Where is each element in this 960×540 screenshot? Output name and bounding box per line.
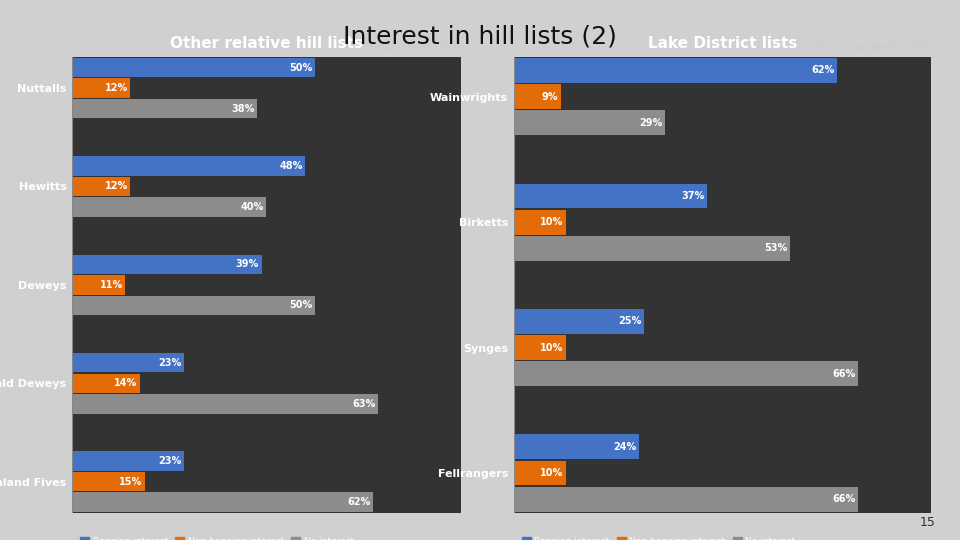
Bar xyxy=(72,275,126,295)
Bar xyxy=(72,472,145,491)
Text: 29%: 29% xyxy=(639,118,662,128)
Bar xyxy=(72,177,131,196)
Text: 12%: 12% xyxy=(105,181,128,192)
Bar xyxy=(72,99,256,118)
Bar xyxy=(514,58,837,83)
Bar xyxy=(514,309,644,334)
Text: 62%: 62% xyxy=(811,65,834,76)
Text: 14%: 14% xyxy=(114,378,137,388)
Text: 62%: 62% xyxy=(348,497,371,507)
Bar xyxy=(514,434,639,459)
Bar xyxy=(72,451,183,471)
Bar xyxy=(514,111,665,136)
Bar xyxy=(514,210,565,234)
Text: 53%: 53% xyxy=(764,244,787,253)
Legend: Bagging interest, Non-bagging interest, No interest: Bagging interest, Non-bagging interest, … xyxy=(77,534,357,540)
Bar xyxy=(72,492,373,512)
Text: 10%: 10% xyxy=(540,217,564,227)
Bar xyxy=(72,254,261,274)
Text: 63%: 63% xyxy=(352,399,375,409)
Bar xyxy=(514,84,561,109)
Bar xyxy=(72,353,183,373)
Text: % of respondents (319): % of respondents (319) xyxy=(816,42,931,52)
Title: Lake District lists: Lake District lists xyxy=(648,36,797,51)
Text: 12%: 12% xyxy=(105,83,128,93)
Bar xyxy=(514,236,790,261)
Title: Other relative hill lists: Other relative hill lists xyxy=(170,36,363,51)
Text: 48%: 48% xyxy=(279,161,302,171)
Text: 15%: 15% xyxy=(119,477,142,487)
Bar xyxy=(514,184,707,208)
Text: 23%: 23% xyxy=(158,357,181,368)
Bar xyxy=(72,156,305,176)
Text: 40%: 40% xyxy=(241,202,264,212)
Bar xyxy=(72,58,315,77)
Text: % of respondents (319): % of respondents (319) xyxy=(346,42,461,52)
Text: 50%: 50% xyxy=(289,300,313,310)
Text: 66%: 66% xyxy=(832,494,855,504)
Text: Interest in hill lists (2): Interest in hill lists (2) xyxy=(343,24,617,48)
Bar xyxy=(72,296,315,315)
Bar xyxy=(514,487,858,511)
Bar xyxy=(72,78,131,98)
Text: 15: 15 xyxy=(920,516,936,529)
Text: 25%: 25% xyxy=(618,316,641,326)
Bar xyxy=(72,394,378,414)
Text: 10%: 10% xyxy=(540,468,564,478)
Text: 38%: 38% xyxy=(230,104,254,113)
Text: 39%: 39% xyxy=(236,259,259,269)
Bar xyxy=(72,374,140,393)
Text: 50%: 50% xyxy=(289,63,313,72)
Text: 24%: 24% xyxy=(613,442,636,452)
Text: 66%: 66% xyxy=(832,369,855,379)
Text: 23%: 23% xyxy=(158,456,181,466)
Legend: Bagging interest, Non-bagging interest, No interest: Bagging interest, Non-bagging interest, … xyxy=(518,534,799,540)
Bar xyxy=(514,461,565,485)
Bar xyxy=(514,361,858,386)
Text: 9%: 9% xyxy=(541,92,558,102)
Text: 11%: 11% xyxy=(100,280,123,290)
Text: 10%: 10% xyxy=(540,342,564,353)
Bar xyxy=(72,197,266,217)
Text: 37%: 37% xyxy=(681,191,704,201)
Bar xyxy=(514,335,565,360)
